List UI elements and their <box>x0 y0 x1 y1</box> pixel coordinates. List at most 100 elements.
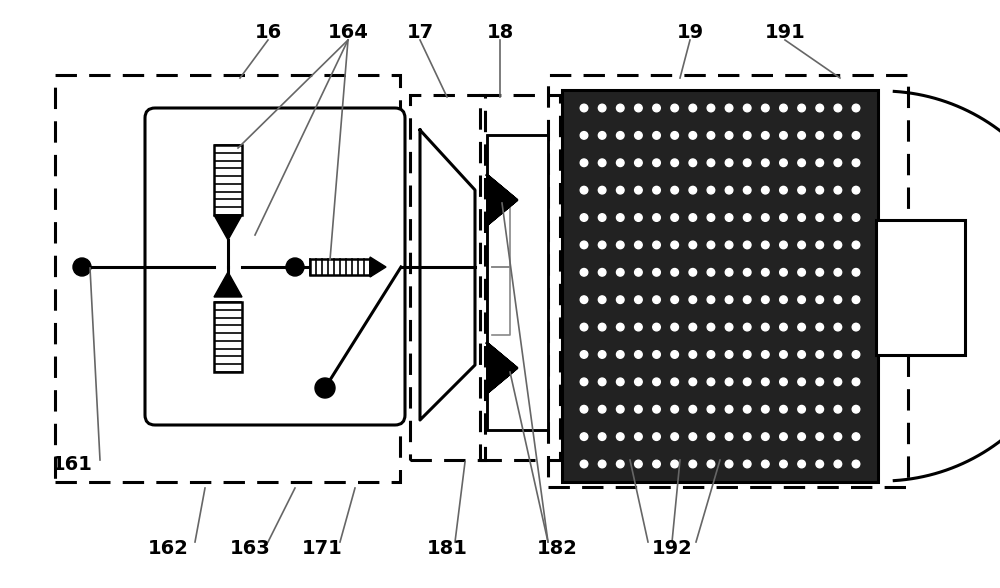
Circle shape <box>616 378 624 386</box>
Circle shape <box>653 460 660 468</box>
Circle shape <box>635 350 642 358</box>
Circle shape <box>725 323 733 331</box>
Circle shape <box>852 186 860 194</box>
Circle shape <box>671 104 678 112</box>
Circle shape <box>816 406 824 413</box>
Circle shape <box>762 132 769 139</box>
Circle shape <box>598 159 606 166</box>
Circle shape <box>834 433 842 440</box>
Circle shape <box>598 104 606 112</box>
Circle shape <box>762 296 769 303</box>
Bar <box>480 95 560 460</box>
Circle shape <box>707 460 715 468</box>
Circle shape <box>762 460 769 468</box>
Circle shape <box>816 132 824 139</box>
Polygon shape <box>370 257 386 277</box>
Circle shape <box>671 241 678 249</box>
Circle shape <box>743 460 751 468</box>
Circle shape <box>671 406 678 413</box>
Circle shape <box>707 269 715 276</box>
Circle shape <box>653 104 660 112</box>
Circle shape <box>598 378 606 386</box>
Circle shape <box>852 214 860 221</box>
Circle shape <box>580 378 588 386</box>
Circle shape <box>762 186 769 194</box>
Circle shape <box>780 214 787 221</box>
Text: 16: 16 <box>254 22 282 42</box>
Bar <box>55 75 400 482</box>
Circle shape <box>653 296 660 303</box>
Circle shape <box>762 104 769 112</box>
Circle shape <box>671 378 678 386</box>
Circle shape <box>798 406 805 413</box>
Circle shape <box>816 186 824 194</box>
Circle shape <box>852 323 860 331</box>
Circle shape <box>743 132 751 139</box>
Circle shape <box>834 159 842 166</box>
Circle shape <box>598 350 606 358</box>
Circle shape <box>653 186 660 194</box>
Circle shape <box>816 433 824 440</box>
Circle shape <box>616 350 624 358</box>
Circle shape <box>816 241 824 249</box>
Circle shape <box>635 186 642 194</box>
Text: 19: 19 <box>676 22 704 42</box>
Circle shape <box>780 296 787 303</box>
Text: 191: 191 <box>765 22 805 42</box>
Circle shape <box>743 269 751 276</box>
Circle shape <box>852 269 860 276</box>
Circle shape <box>598 214 606 221</box>
Circle shape <box>707 186 715 194</box>
Circle shape <box>635 241 642 249</box>
Text: 181: 181 <box>427 539 467 557</box>
Circle shape <box>762 378 769 386</box>
Circle shape <box>798 241 805 249</box>
Circle shape <box>616 159 624 166</box>
FancyBboxPatch shape <box>145 108 405 425</box>
Circle shape <box>689 104 697 112</box>
Circle shape <box>598 406 606 413</box>
Circle shape <box>616 186 624 194</box>
Circle shape <box>671 433 678 440</box>
Circle shape <box>707 323 715 331</box>
Circle shape <box>286 258 304 276</box>
Circle shape <box>780 159 787 166</box>
Text: 163: 163 <box>230 539 270 557</box>
Circle shape <box>725 296 733 303</box>
Bar <box>310 259 370 275</box>
Circle shape <box>635 460 642 468</box>
Polygon shape <box>214 215 242 240</box>
Circle shape <box>73 258 91 276</box>
Circle shape <box>653 350 660 358</box>
Bar <box>562 90 878 482</box>
Circle shape <box>725 132 733 139</box>
Bar <box>214 302 242 372</box>
Circle shape <box>834 350 842 358</box>
Circle shape <box>653 323 660 331</box>
Polygon shape <box>420 130 475 420</box>
Circle shape <box>635 406 642 413</box>
Circle shape <box>780 323 787 331</box>
Circle shape <box>635 378 642 386</box>
Circle shape <box>816 378 824 386</box>
Circle shape <box>834 104 842 112</box>
Circle shape <box>816 159 824 166</box>
Circle shape <box>725 350 733 358</box>
Circle shape <box>834 378 842 386</box>
Circle shape <box>725 433 733 440</box>
Circle shape <box>616 296 624 303</box>
Circle shape <box>580 159 588 166</box>
Circle shape <box>762 323 769 331</box>
Circle shape <box>707 241 715 249</box>
Circle shape <box>616 323 624 331</box>
Circle shape <box>671 186 678 194</box>
Polygon shape <box>487 175 517 200</box>
Bar <box>410 95 485 460</box>
Circle shape <box>762 406 769 413</box>
Polygon shape <box>487 343 517 368</box>
Bar <box>548 75 908 487</box>
Circle shape <box>653 406 660 413</box>
Circle shape <box>689 132 697 139</box>
Circle shape <box>707 132 715 139</box>
Text: 192: 192 <box>652 539 692 557</box>
